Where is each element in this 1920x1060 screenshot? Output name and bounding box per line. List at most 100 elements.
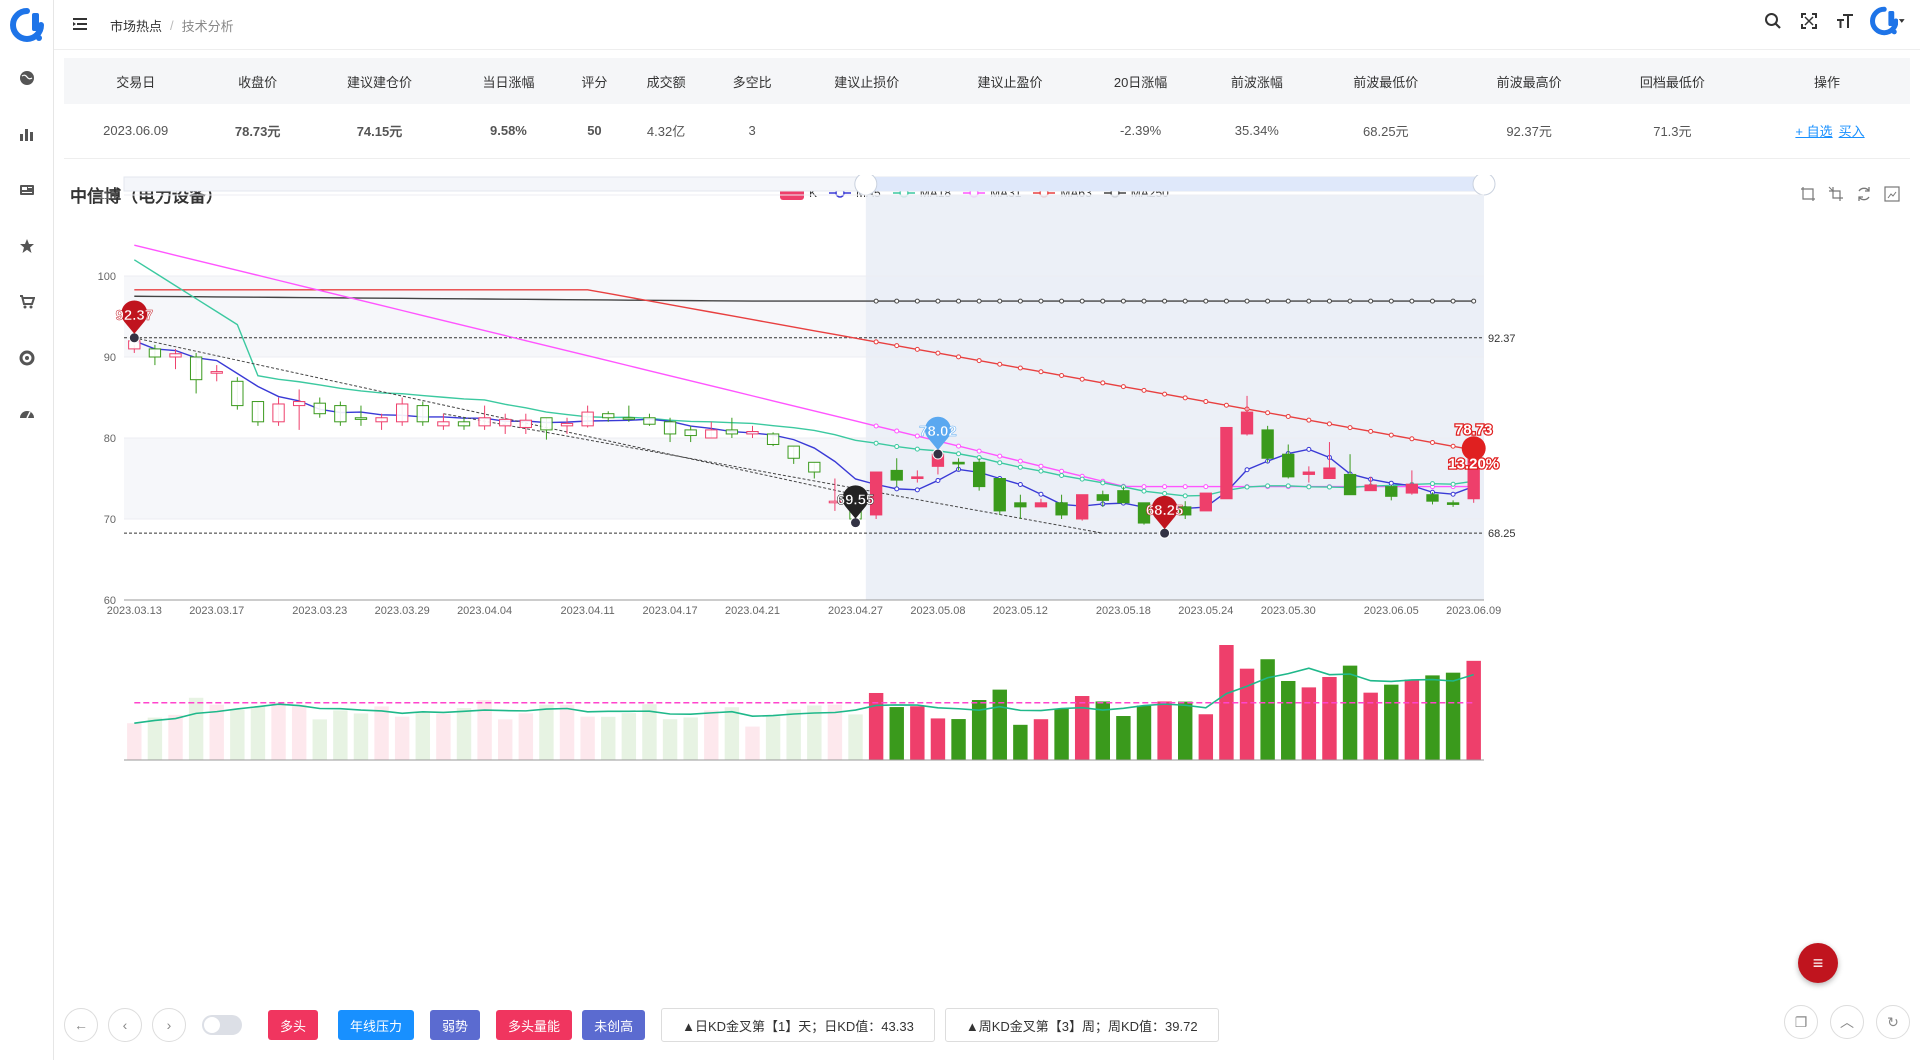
search-icon[interactable] — [1762, 10, 1784, 32]
add-watchlist-link[interactable]: + 自选 — [1795, 124, 1833, 140]
candle-body[interactable] — [911, 476, 924, 480]
candle-body[interactable] — [499, 418, 512, 427]
volume-bar[interactable] — [456, 708, 472, 760]
candle-body[interactable] — [1240, 411, 1254, 435]
candle-body[interactable] — [1076, 494, 1089, 520]
volume-bar[interactable] — [827, 704, 843, 760]
candle-body[interactable] — [622, 417, 636, 420]
volume-bar[interactable] — [1445, 672, 1461, 760]
candle-body[interactable] — [1343, 473, 1357, 496]
volume-bar[interactable] — [271, 702, 286, 760]
volume-bar[interactable] — [786, 709, 801, 760]
candle-body[interactable] — [808, 461, 821, 473]
volume-bar[interactable] — [662, 719, 678, 760]
volume-bar[interactable] — [868, 692, 884, 760]
volume-bar[interactable] — [498, 719, 513, 760]
candle-body[interactable] — [581, 411, 594, 427]
volume-bar[interactable] — [518, 713, 534, 760]
app-logo[interactable] — [10, 8, 44, 42]
volume-bar[interactable] — [1466, 660, 1481, 760]
volume-bar[interactable] — [1033, 719, 1049, 760]
volume-bar[interactable] — [951, 719, 966, 760]
next-button[interactable]: › — [152, 1008, 186, 1042]
volume-bar[interactable] — [394, 716, 410, 760]
buy-link[interactable]: 买入 — [1838, 124, 1865, 140]
font-size-icon[interactable] — [1834, 10, 1856, 32]
zoom-reset-icon[interactable] — [1828, 186, 1844, 202]
candle-body[interactable] — [663, 421, 677, 435]
candle-body[interactable] — [148, 348, 162, 358]
data-zoom-handle-right[interactable] — [1472, 175, 1496, 196]
volume-bar[interactable] — [1136, 705, 1152, 760]
candle-body[interactable] — [478, 417, 491, 427]
volume-bar[interactable] — [188, 697, 204, 760]
volume-bar[interactable] — [601, 716, 616, 760]
candle-body[interactable] — [1117, 490, 1130, 504]
candle-body[interactable] — [1014, 502, 1027, 508]
volume-bar[interactable] — [621, 713, 637, 760]
candle-body[interactable] — [1199, 492, 1212, 512]
volume-bar[interactable] — [415, 712, 430, 760]
candle-body[interactable] — [787, 445, 800, 459]
scroll-top-icon[interactable]: ︿ — [1830, 1005, 1864, 1039]
cart-icon[interactable] — [17, 292, 37, 312]
candle-body[interactable] — [251, 401, 265, 423]
candle-body[interactable] — [375, 417, 388, 423]
volume-bar[interactable] — [765, 716, 781, 760]
volume-bar[interactable] — [642, 704, 657, 760]
volume-bar[interactable] — [1239, 668, 1255, 760]
volume-bar[interactable] — [1095, 701, 1110, 760]
volume-bar[interactable] — [971, 700, 987, 760]
candle-body[interactable] — [313, 402, 326, 415]
volume-bar[interactable] — [436, 713, 451, 760]
volume-bar[interactable] — [704, 710, 719, 760]
candle-body[interactable] — [272, 403, 285, 423]
candle-body[interactable] — [643, 417, 656, 425]
candle-body[interactable] — [457, 421, 471, 427]
tag-no-new-high[interactable]: 未创高 — [582, 1010, 646, 1040]
volume-bar[interactable] — [1260, 659, 1275, 760]
volume-bar[interactable] — [1384, 684, 1399, 760]
candle-body[interactable] — [169, 353, 182, 358]
user-avatar-icon[interactable] — [1870, 6, 1906, 36]
zoom-select-icon[interactable] — [1800, 186, 1816, 202]
candle-body[interactable] — [828, 500, 842, 504]
bar-chart-icon[interactable] — [17, 124, 37, 144]
volume-bar[interactable] — [250, 706, 266, 760]
candle-body[interactable] — [1446, 502, 1460, 505]
candle-body[interactable] — [1282, 453, 1295, 478]
volume-bar[interactable] — [539, 704, 554, 760]
candle-body[interactable] — [1426, 494, 1439, 502]
candle-body[interactable] — [1364, 484, 1377, 492]
volume-bar[interactable] — [1054, 708, 1069, 760]
candle-body[interactable] — [189, 356, 203, 381]
volume-bar[interactable] — [910, 706, 925, 760]
candle-body[interactable] — [684, 429, 697, 437]
back-button[interactable]: ← — [64, 1008, 98, 1042]
candle-body[interactable] — [890, 469, 903, 481]
volume-bar[interactable] — [1178, 701, 1193, 760]
candle-body[interactable] — [292, 401, 306, 407]
volume-bar[interactable] — [724, 707, 740, 760]
volume-bar[interactable] — [374, 706, 389, 760]
restore-icon[interactable] — [1856, 186, 1872, 202]
volume-bar[interactable] — [1198, 714, 1214, 760]
candle-body[interactable] — [1323, 467, 1336, 480]
volume-bar[interactable] — [559, 704, 575, 760]
data-zoom-handle-left[interactable] — [854, 175, 878, 196]
candle-body[interactable] — [972, 461, 986, 488]
tag-bullish-volume[interactable]: 多头量能 — [496, 1010, 573, 1040]
volume-bar[interactable] — [683, 717, 698, 760]
data-zoom-window[interactable] — [865, 177, 1484, 191]
menu-fab-button[interactable]: ≡ — [1798, 943, 1838, 983]
candle-body[interactable] — [354, 417, 368, 420]
candle-body[interactable] — [416, 405, 429, 423]
candle-body[interactable] — [1179, 506, 1192, 516]
toggle-switch[interactable] — [202, 1015, 242, 1035]
candle-body[interactable] — [210, 371, 223, 374]
volume-bar[interactable] — [992, 689, 1007, 760]
candle-body[interactable] — [1137, 502, 1151, 524]
candle-body[interactable] — [725, 429, 739, 435]
volume-bar[interactable] — [1013, 724, 1028, 760]
lifebuoy-icon[interactable] — [17, 348, 37, 368]
